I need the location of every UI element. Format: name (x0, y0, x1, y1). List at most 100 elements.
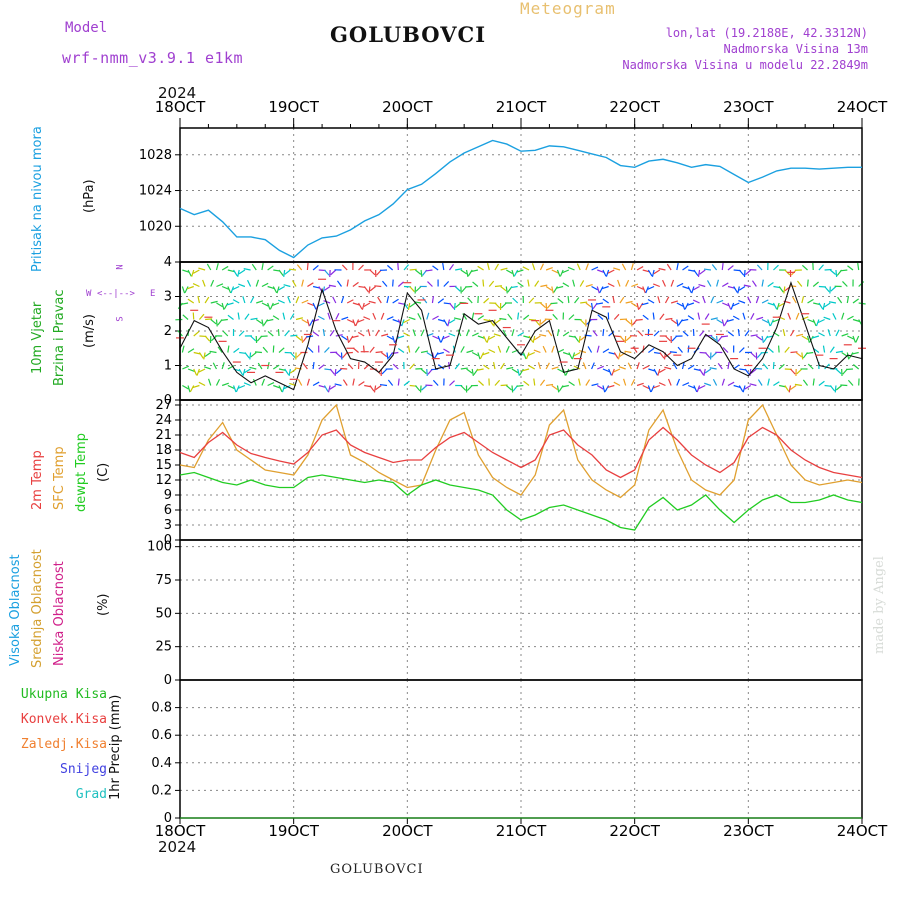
wind-arrow (357, 331, 365, 337)
wind-arrow (540, 302, 547, 309)
wind-arrow (437, 318, 446, 322)
wind-arrow (391, 351, 399, 355)
pressure-ytick-label: 1024 (139, 184, 172, 199)
wind-arrow (716, 299, 724, 304)
wind-arrow (203, 352, 206, 360)
wind-arrow (409, 363, 415, 370)
wind-arrow (744, 384, 752, 390)
wind-arrow (591, 362, 595, 370)
wind-arrow (198, 267, 206, 271)
wind-arrow (273, 384, 281, 389)
wind-arrow (342, 379, 348, 386)
wind-arrow (692, 299, 700, 304)
wind-arrow (540, 284, 548, 288)
wind-arrow (460, 385, 467, 391)
wind-arrow (346, 335, 350, 343)
wind-arrow (693, 368, 701, 372)
wind-arrow (722, 347, 729, 353)
wind-arrow (392, 318, 400, 323)
wind-arrow (545, 285, 553, 291)
wind-arrow (669, 351, 677, 354)
cloud-panel: 0 25 50 75 100 (147, 539, 863, 688)
wind-arrow (664, 296, 670, 304)
time-label-top: 23OCT (723, 98, 774, 116)
wind-arrow (636, 302, 640, 310)
temp-ytick-label: 12 (155, 473, 172, 488)
precip-ytick-label: 0.6 (151, 728, 172, 743)
wind-arrow (397, 319, 402, 327)
wind-arrow (392, 335, 396, 343)
wind-arrow (284, 368, 290, 376)
footer-station: GOLUBOVCI (330, 862, 424, 877)
wind-arrow (494, 379, 501, 386)
wind-arrow (492, 362, 496, 370)
wind-arrow (716, 279, 720, 287)
wind-arrow (676, 263, 679, 271)
wind-arrow (807, 318, 815, 323)
wind-arrow (233, 347, 240, 353)
wind-arrow (528, 351, 535, 356)
wind-arrow (432, 265, 439, 271)
wind-arrow (347, 363, 354, 370)
wind-arrow (222, 330, 229, 337)
wind-arrow (625, 319, 632, 325)
wind-arrow (631, 283, 639, 288)
wind-arrow (409, 268, 417, 271)
wind-arrow (312, 302, 317, 310)
wind-arrow (327, 385, 331, 393)
wind-arrow (477, 335, 485, 339)
wind-arrow (750, 368, 757, 374)
wind-arrow (551, 286, 554, 294)
wind-arrow (182, 314, 189, 320)
wind-arrow (281, 385, 286, 393)
precip-ytick-label: 0.4 (151, 756, 172, 771)
wind-arrow (568, 314, 575, 320)
altitude-label: Nadmorska Visina 13m (723, 42, 869, 56)
wind-arrow (706, 280, 712, 287)
wind-arrow (227, 384, 235, 389)
wind-arrow (355, 319, 360, 327)
wind-arrow (380, 312, 385, 320)
wind-arrow (335, 352, 342, 358)
wind-arrow (471, 332, 479, 337)
wind-arrow (625, 279, 630, 287)
wind-arrow (576, 263, 581, 271)
dewpt-line (179, 471, 863, 531)
wind-arrow (283, 284, 291, 288)
model-name: wrf-nmm_v3.9.1 e1km (62, 49, 244, 67)
wind-arrow (322, 328, 326, 337)
wind-arrow (534, 335, 541, 341)
wind-arrow (801, 335, 809, 341)
wind-arrow (329, 329, 335, 337)
wind-arrow (431, 295, 435, 304)
wind-arrow (397, 281, 404, 287)
wind-arrow (559, 269, 564, 277)
wind-arrow (221, 302, 225, 310)
meteogram-title: Meteogram (520, 0, 616, 18)
wind-arrow (750, 352, 757, 358)
wind-arrow (818, 302, 824, 310)
wind-arrow (488, 335, 496, 340)
wind-arrow (379, 383, 388, 387)
wind-arrow (539, 333, 547, 337)
wind-arrow (357, 318, 365, 323)
wind-arrow (301, 299, 309, 304)
wind-arrow (312, 381, 320, 387)
wind-arrow (470, 269, 479, 273)
wind-arrow (204, 352, 212, 357)
wind-arrow (562, 282, 570, 288)
wind-arrow (369, 346, 375, 353)
precip-ytick-label: 0.8 (151, 701, 172, 716)
wind-arrow (256, 300, 264, 304)
wind-arrow (317, 315, 325, 321)
wind-arrow (261, 302, 269, 307)
wind-arrow (511, 385, 514, 393)
wind-arrow (832, 312, 837, 320)
wind-arrow (267, 330, 274, 337)
wind-arrow (192, 384, 200, 389)
wind-arrow (687, 302, 695, 306)
pressure-ytick-label: 1028 (139, 148, 172, 163)
wind-arrow (847, 379, 854, 386)
wind-arrow (537, 362, 541, 370)
wind-arrow (574, 335, 580, 343)
